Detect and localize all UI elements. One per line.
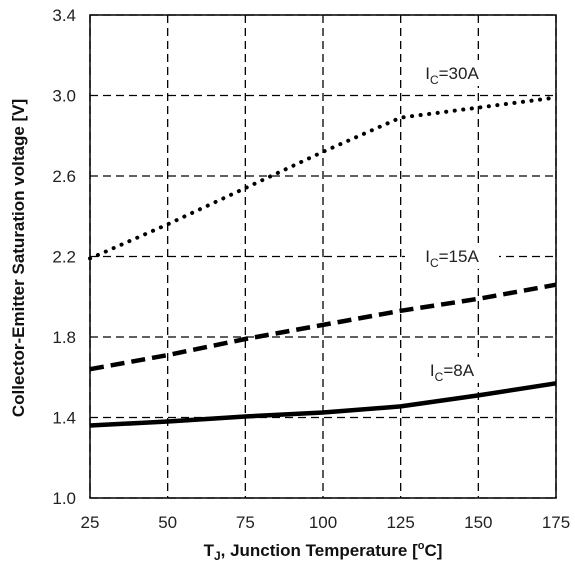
series-label-prefix: I — [425, 64, 430, 83]
x-axis-title-prefix: T — [204, 541, 215, 560]
x-axis-title-sup: o — [418, 540, 425, 552]
x-tick-label: 50 — [158, 513, 177, 532]
y-tick-label: 1.8 — [52, 328, 76, 347]
series-label: IC=15A — [425, 247, 479, 270]
x-axis-title: TJ, Junction Temperature [oC] — [204, 540, 443, 563]
series-label-value: =8A — [443, 361, 474, 380]
series-label: IC=8A — [430, 361, 475, 384]
series-label-prefix: I — [430, 361, 435, 380]
x-tick-label: 100 — [309, 513, 337, 532]
series-line-15a — [89, 282, 557, 372]
series-line-30a — [88, 95, 558, 261]
x-tick-label: 125 — [386, 513, 414, 532]
y-tick-label: 2.6 — [52, 167, 76, 186]
series-label-sub: C — [430, 73, 439, 87]
y-tick-label: 2.2 — [52, 248, 76, 267]
series-label-sub: C — [430, 256, 439, 270]
plot-frame — [89, 14, 557, 499]
x-tick-label: 175 — [542, 513, 570, 532]
y-tick-label: 1.4 — [52, 409, 76, 428]
y-axis-title: Collector-Emitter Saturation voltage [V] — [9, 99, 28, 417]
x-tick-label: 25 — [81, 513, 100, 532]
x-tick-labels: 25 50 75 100 125 150 175 — [81, 513, 571, 532]
y-tick-labels: 1.0 1.4 1.8 2.2 2.6 3.0 3.4 — [52, 6, 76, 508]
series-label-value: =30A — [439, 64, 480, 83]
series-label-sub: C — [435, 370, 444, 384]
series-label-prefix: I — [425, 247, 430, 266]
series-line-8a — [89, 381, 557, 428]
series-label-background — [405, 60, 499, 86]
x-axis-title-sub: J — [214, 549, 221, 563]
series-label: IC=30A — [425, 64, 479, 87]
x-tick-label: 75 — [236, 513, 255, 532]
x-axis-title-rest: , Junction Temperature [ — [221, 541, 418, 560]
series-label-background — [405, 243, 499, 269]
series-lines — [88, 95, 558, 428]
y-tick-label: 1.0 — [52, 489, 76, 508]
y-tick-label: 3.0 — [52, 87, 76, 106]
y-tick-label: 3.4 — [52, 6, 76, 25]
x-axis-title-unit: C] — [424, 541, 442, 560]
series-label-background — [405, 357, 499, 383]
x-tick-label: 150 — [464, 513, 492, 532]
series-label-value: =15A — [439, 247, 480, 266]
